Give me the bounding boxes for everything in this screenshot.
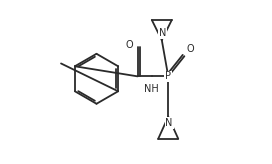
Text: N: N (159, 29, 166, 39)
Text: P: P (165, 71, 171, 81)
Text: NH: NH (144, 84, 159, 94)
Text: O: O (126, 40, 134, 50)
Text: N: N (165, 118, 173, 128)
Text: O: O (186, 44, 194, 54)
